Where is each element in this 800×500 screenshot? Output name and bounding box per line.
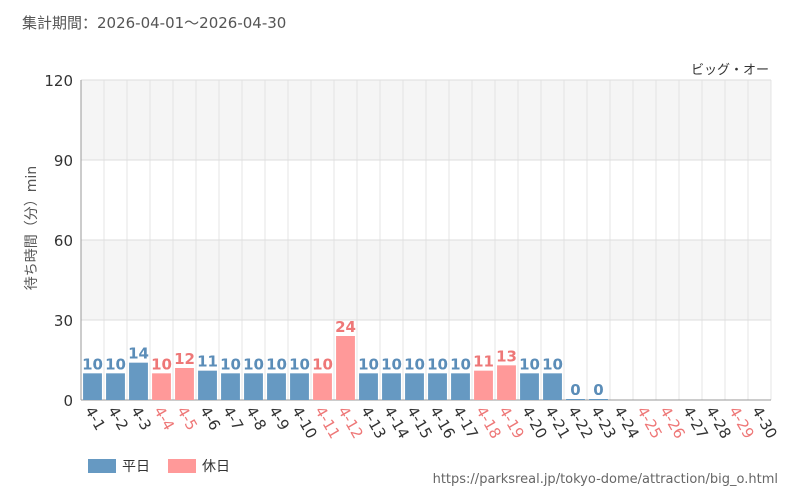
chart-title: ビッグ・オー (691, 63, 769, 78)
bar (221, 373, 240, 400)
data-label: 10 (105, 355, 126, 373)
legend-label-holiday: 休日 (202, 459, 230, 475)
data-label: 10 (82, 355, 103, 373)
x-tick-label: 4-1 (81, 403, 109, 433)
data-label: 10 (312, 355, 333, 373)
bar (520, 373, 539, 400)
data-label: 10 (289, 355, 310, 373)
x-tick-label: 4-9 (265, 403, 293, 433)
bar (290, 373, 309, 400)
bar (428, 373, 447, 400)
legend-swatch-holiday (168, 459, 196, 473)
data-label: 10 (243, 355, 264, 373)
legend-item-weekday: 平日 (88, 456, 150, 476)
data-label: 10 (381, 355, 402, 373)
x-tick-label: 4-6 (196, 403, 224, 433)
legend-label-weekday: 平日 (122, 459, 150, 475)
data-label: 11 (197, 353, 218, 371)
bar (175, 368, 194, 400)
data-label: 24 (335, 318, 356, 336)
bar (382, 373, 401, 400)
y-tick-label: 90 (54, 152, 73, 170)
data-label: 10 (427, 355, 448, 373)
data-label: 10 (151, 355, 172, 373)
bar (106, 373, 125, 400)
bar (405, 373, 424, 400)
bar (129, 362, 148, 400)
x-tick-label: 4-30 (748, 403, 781, 441)
data-label: 12 (174, 350, 195, 368)
bar (83, 373, 102, 400)
data-label: 14 (128, 345, 149, 363)
bar (566, 399, 585, 400)
bar (497, 365, 516, 400)
data-label: 10 (450, 355, 471, 373)
data-label: 10 (404, 355, 425, 373)
y-tick-label: 60 (54, 232, 73, 250)
y-tick-label: 0 (63, 392, 73, 410)
bar (336, 336, 355, 400)
bar (152, 373, 171, 400)
bar (359, 373, 378, 400)
x-tick-label: 4-4 (150, 403, 178, 433)
data-label: 10 (519, 355, 540, 373)
data-label: 13 (496, 347, 517, 365)
data-label: 10 (358, 355, 379, 373)
x-tick-label: 4-5 (173, 403, 201, 433)
data-label: 10 (266, 355, 287, 373)
x-tick-label: 4-3 (127, 403, 155, 433)
y-tick-label: 120 (44, 72, 73, 90)
y-tick-label: 30 (54, 312, 73, 330)
bar (543, 373, 562, 400)
legend-swatch-weekday (88, 459, 116, 473)
data-label: 0 (593, 381, 603, 399)
y-axis-label: 待ち時間（分）min (24, 166, 40, 290)
source-url[interactable]: https://parksreal.jp/tokyo-dome/attracti… (432, 472, 778, 487)
bar (267, 373, 286, 400)
x-tick-label: 4-2 (104, 403, 132, 433)
legend-item-holiday: 休日 (168, 456, 230, 476)
x-tick-label: 4-8 (242, 403, 270, 433)
bar (198, 370, 217, 400)
data-label: 0 (570, 381, 580, 399)
data-label: 10 (542, 355, 563, 373)
data-label: 11 (473, 353, 494, 371)
bar (474, 370, 493, 400)
period-text: 集計期間：2026-04-01～2026-04-30 (22, 14, 287, 32)
bar (451, 373, 470, 400)
x-tick-label: 4-7 (219, 403, 247, 433)
bar (589, 399, 608, 400)
bar (313, 373, 332, 400)
bar (244, 373, 263, 400)
legend: 平日 休日 (88, 456, 230, 476)
data-label: 10 (220, 355, 241, 373)
